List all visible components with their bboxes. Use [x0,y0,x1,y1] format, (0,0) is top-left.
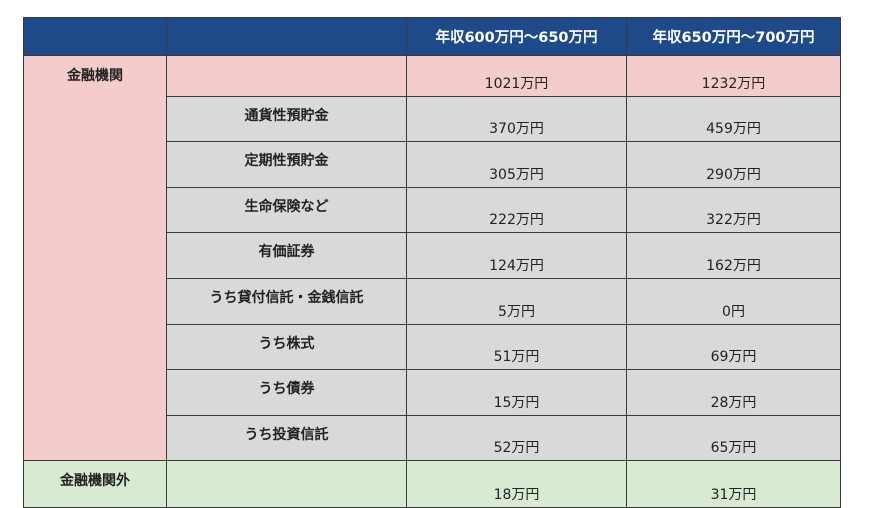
row-label: 通貨性預貯金 [166,95,407,143]
row-label: うち株式 [166,323,407,371]
non-financial-empty [166,460,407,508]
row-label: うち貸付信託・金銭信託 [166,277,407,325]
row-value-a: 5万円 [406,277,627,325]
financial-total-row: 金融機関 1021万円 1232万円 [23,54,841,462]
row-value-b: 0円 [626,277,841,325]
table-row: うち株式 51万円 69万円 [24,323,841,371]
header-income-650-700: 年収650万円〜700万円 [626,17,841,56]
header-empty-2 [166,17,407,56]
row-value-b: 459万円 [626,95,841,143]
row-value-a: 51万円 [406,323,627,371]
financial-total-label [166,55,407,97]
row-value-a: 222万円 [406,186,627,234]
non-financial-row: 金融機関外 18万円 31万円 [23,460,841,508]
savings-table: 年収600万円〜650万円 年収650万円〜700万円 金融機関 1021万円 … [23,17,841,508]
table-row: 生命保険など 222万円 322万円 [24,186,841,234]
financial-total-b: 1232万円 [626,55,841,97]
row-value-b: 65万円 [626,414,841,462]
table-row: うち債券 15万円 28万円 [24,369,841,416]
row-label: 生命保険など [166,186,407,234]
row-value-a: 305万円 [406,141,627,188]
row-value-b: 290万円 [626,141,841,188]
non-financial-value-a: 18万円 [406,460,627,508]
table-row: 有価証券 124万円 162万円 [24,232,841,279]
row-value-a: 370万円 [406,95,627,143]
row-value-b: 322万円 [626,186,841,234]
header-empty-1 [23,17,167,56]
row-label: 有価証券 [166,232,407,279]
financial-category-label: 金融機関 [23,54,167,462]
row-value-a: 124万円 [406,232,627,279]
row-value-b: 162万円 [626,232,841,279]
row-value-b: 69万円 [626,323,841,371]
non-financial-category-label: 金融機関外 [23,460,167,508]
financial-total-a: 1021万円 [406,55,627,97]
header-income-600-650: 年収600万円〜650万円 [406,17,627,56]
non-financial-value-b: 31万円 [626,460,841,508]
table-row: 定期性預貯金 305万円 290万円 [24,141,841,188]
row-label: うち債券 [166,369,407,416]
table-row: うち貸付信託・金銭信託 5万円 0円 [24,277,841,325]
table-row: 通貨性預貯金 370万円 459万円 [24,95,841,143]
header-row: 年収600万円〜650万円 年収650万円〜700万円 [23,17,841,56]
row-value-a: 52万円 [406,414,627,462]
row-label: 定期性預貯金 [166,141,407,188]
row-value-b: 28万円 [626,369,841,416]
row-label: うち投資信託 [166,414,407,462]
row-value-a: 15万円 [406,369,627,416]
